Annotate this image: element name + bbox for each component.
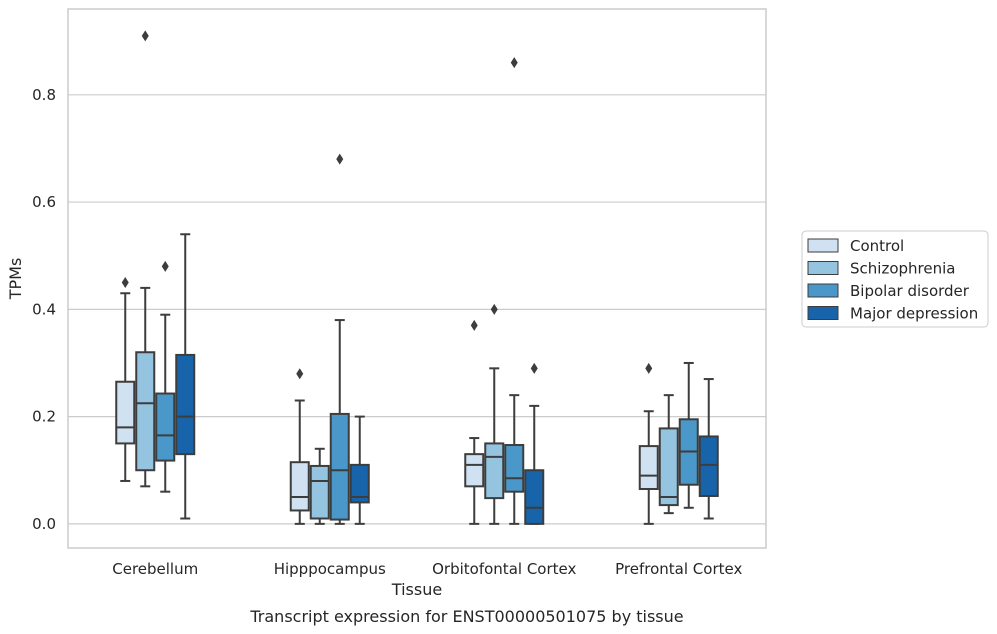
y-tick-label: 0.0 [32,515,56,533]
iqr-box [504,444,525,493]
box-schizophrenia [658,394,679,515]
box-schizophrenia [484,303,505,525]
x-tick-label: Orbitofontal Cortex [432,560,576,578]
iqr-box [155,392,176,462]
outlier-point [121,277,129,289]
x-tick-label: Prefrontal Cortex [615,560,742,578]
box-groups [115,30,719,525]
box-bipolar-disorder [155,260,176,493]
box-control [464,319,485,525]
legend-label: Bipolar disorder [850,282,970,300]
box-major-depression [175,233,196,520]
legend-swatch [807,283,839,298]
box-schizophrenia [135,30,156,488]
box-major-depression [349,415,370,525]
legend-label: Major depression [850,305,978,323]
legend-swatch [807,261,839,275]
iqr-box [329,412,350,521]
legend-swatch [807,238,839,253]
x-tick-label: Hipppocampus [274,560,386,578]
outlier-point [510,57,518,69]
y-tick-label: 0.2 [32,408,56,426]
plot-frame [67,8,767,549]
iqr-box [698,435,719,497]
box-control [115,277,136,482]
legend: Control Schizophrenia Bipolar disorder Majo… [801,230,989,328]
y-tick-label: 0.8 [32,86,56,104]
legend-swatch [807,306,839,320]
iqr-box [349,463,370,504]
iqr-box [464,453,485,488]
x-axis-label: Tissue [391,580,442,599]
box-major-depression [698,378,719,520]
outlier-point [161,260,169,272]
iqr-box [115,380,136,445]
box-major-depression [524,362,545,525]
iqr-box [524,469,545,525]
outlier-point [645,362,653,374]
outlier-point [141,30,149,42]
x-tick-label: Cerebellum [112,560,198,578]
y-tick-label: 0.4 [32,300,56,318]
y-axis-ticks: 0.0 0.2 0.4 0.6 0.8 [32,86,56,533]
chart-caption: Transcript expression for ENST0000050107… [249,607,683,626]
box-control [289,368,310,525]
iqr-box [638,445,659,491]
outlier-point [296,368,304,380]
outlier-point [470,319,478,331]
box-bipolar-disorder [329,153,350,525]
iqr-box [289,461,310,512]
legend-frame [801,230,989,328]
iqr-box [484,442,505,500]
legend-label: Schizophrenia [850,260,955,278]
box-bipolar-disorder [678,361,699,509]
outlier-point [490,303,498,315]
legend-label: Control [850,237,904,255]
y-axis-label: TPMs [6,258,25,301]
iqr-box [658,427,679,507]
box-control [638,362,659,525]
iqr-box [135,351,156,472]
outlier-point [530,362,538,374]
box-bipolar-disorder [504,57,525,525]
iqr-box [309,464,330,520]
box-schizophrenia [309,447,330,525]
outlier-point [336,153,344,165]
iqr-box [175,353,196,456]
x-axis-ticks: Cerebellum Hipppocampus Orbitofontal Corte… [112,560,742,578]
y-tick-label: 0.6 [32,193,56,211]
